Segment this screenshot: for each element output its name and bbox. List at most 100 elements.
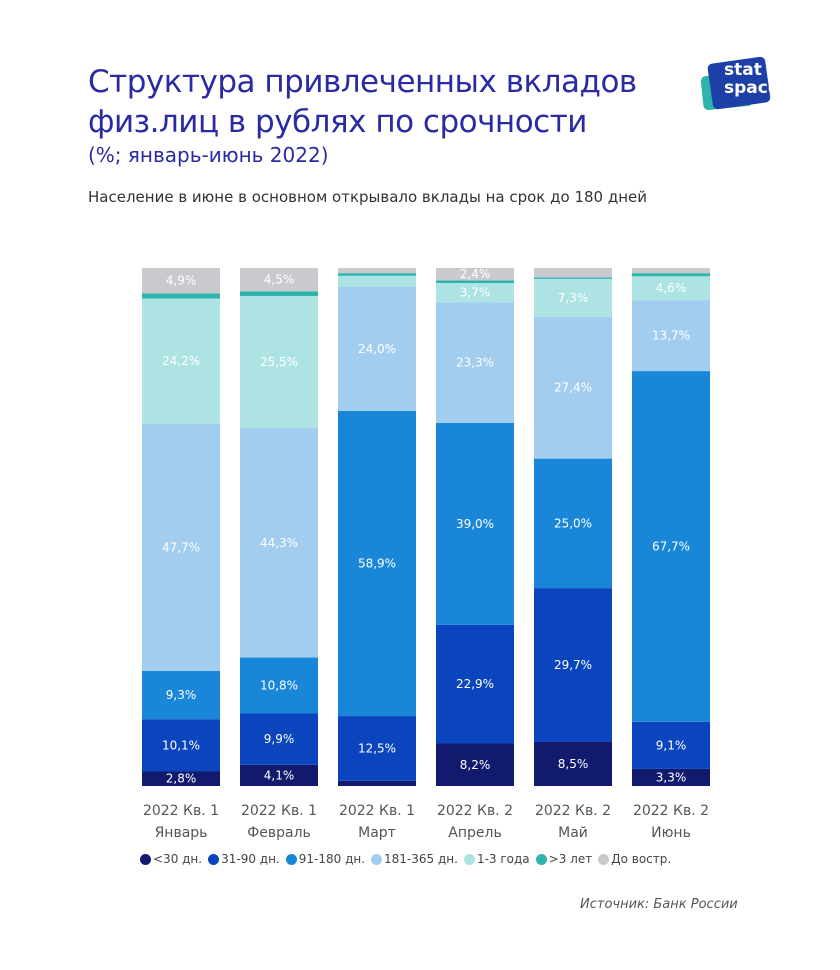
- segment-label: 22,9%: [456, 677, 494, 691]
- bar-segment: [338, 716, 416, 781]
- bar-segment: [436, 268, 514, 281]
- legend-label: 181-365 дн.: [384, 852, 458, 866]
- bar-segment: [240, 764, 318, 786]
- x-tick-label: 2022 Кв. 1: [339, 803, 415, 819]
- logo-text-line-2: space: [724, 78, 780, 98]
- segment-label: 9,3%: [166, 688, 197, 702]
- segment-label: 3,3%: [656, 770, 687, 784]
- segment-label: 4,5%: [264, 273, 295, 287]
- x-tick-label: 2022 Кв. 1: [241, 803, 317, 819]
- x-tick-label: 2022 Кв. 2: [633, 803, 709, 819]
- legend-dot-icon: [285, 853, 297, 865]
- segment-label: 47,7%: [162, 540, 200, 554]
- bar-segment: [436, 280, 514, 284]
- source-note: Источник: Банк России: [580, 897, 738, 912]
- legend-label: >3 лет: [548, 852, 593, 866]
- bar-segment: [338, 410, 416, 717]
- legend-item: 31-90 дн.: [208, 852, 280, 866]
- segment-label: 58,9%: [358, 557, 396, 571]
- legend-dot-icon: [463, 853, 475, 865]
- bar-segment: [632, 371, 710, 722]
- bar-segment: [632, 300, 710, 372]
- logo-text-line-1: stat: [724, 60, 762, 80]
- bar-segment: [534, 588, 612, 742]
- segment-label: 7,3%: [558, 291, 589, 305]
- chart-title: Структура привлеченных вкладов физ.лиц в…: [88, 62, 637, 142]
- legend-label: 91-180 дн.: [298, 852, 366, 866]
- x-tick-label: Март: [358, 825, 396, 841]
- bar-segment: [632, 276, 710, 301]
- legend-dot-icon: [598, 853, 610, 865]
- segment-label: 4,1%: [264, 768, 295, 782]
- segment-label: 39,0%: [456, 517, 494, 531]
- bar-segment: [338, 275, 416, 287]
- bar-segment: [142, 423, 220, 672]
- segment-label: 13,7%: [652, 329, 690, 343]
- bar-segment: [142, 771, 220, 786]
- legend-dot-icon: [535, 853, 547, 865]
- bar-segment: [240, 657, 318, 714]
- x-tick-label: Июнь: [651, 825, 691, 841]
- title-line-2: физ.лиц в рублях по срочности: [88, 104, 587, 140]
- segment-label: 67,7%: [652, 539, 690, 553]
- bar-segment: [632, 268, 710, 274]
- bar-segment: [632, 768, 710, 786]
- bar-segment: [240, 713, 318, 765]
- segment-label: 2,8%: [166, 772, 197, 786]
- chart-description: Население в июне в основном открывало вк…: [88, 188, 648, 206]
- bar-segment: [534, 277, 612, 279]
- bar-segment: [436, 624, 514, 744]
- legend-item: >3 лет: [535, 852, 593, 866]
- segment-label: 10,8%: [260, 679, 298, 693]
- bar-segment: [338, 268, 416, 274]
- bar-segment: [534, 741, 612, 786]
- legend-label: До востр.: [611, 852, 672, 866]
- bar-segment: [436, 302, 514, 423]
- legend-item: <30 дн.: [140, 852, 202, 866]
- statspace-logo: stat space: [700, 56, 796, 112]
- bar-segment: [142, 268, 220, 294]
- bar-segment: [142, 298, 220, 424]
- segment-label: 8,5%: [558, 757, 589, 771]
- segment-label: 8,2%: [460, 758, 491, 772]
- title-line-1: Структура привлеченных вкладов: [88, 64, 637, 100]
- stacked-bar-chart: 2,8% 10,1% 9,3% 47,7% 24,2% 4,9% 2022 Кв. 1 Янв…: [142, 267, 710, 841]
- chart-subtitle: (%; январь-июнь 2022): [88, 143, 329, 167]
- bar-segment: [240, 428, 318, 658]
- bar-segment: [142, 671, 220, 720]
- x-tick-label: Май: [558, 825, 588, 841]
- segment-label: 29,7%: [554, 658, 592, 672]
- legend-label: 31-90 дн.: [221, 852, 280, 866]
- bar-segment: [240, 291, 318, 296]
- segment-label: 23,3%: [456, 356, 494, 370]
- x-tick-label: Январь: [155, 825, 208, 841]
- bar-segment: [338, 780, 416, 786]
- legend-item: До востр.: [598, 852, 671, 866]
- legend-item: 181-365 дн.: [371, 852, 458, 866]
- bar-segment: [632, 721, 710, 769]
- segment-label: 24,0%: [358, 342, 396, 356]
- bar-segment: [338, 286, 416, 411]
- legend-item: 91-180 дн.: [285, 852, 366, 866]
- x-tick-label: 2022 Кв. 2: [437, 803, 513, 819]
- segment-label: 4,6%: [656, 281, 687, 295]
- legend-label: 1-3 года: [476, 852, 530, 866]
- segment-label: 3,7%: [460, 286, 491, 300]
- legend-label: <30 дн.: [153, 852, 203, 866]
- legend-item: 1-3 года: [463, 852, 530, 866]
- segment-label: 25,5%: [260, 355, 298, 369]
- bar-segment: [534, 268, 612, 278]
- segment-label: 4,9%: [166, 274, 197, 288]
- bar-segment: [240, 268, 318, 292]
- segment-label: 12,5%: [358, 741, 396, 755]
- bar-segment: [436, 422, 514, 625]
- bar-segment: [534, 278, 612, 317]
- bar-segment: [338, 273, 416, 276]
- bar-segment: [142, 293, 220, 299]
- segment-label: 10,1%: [162, 738, 200, 752]
- legend-dot-icon: [140, 853, 151, 865]
- bar-segment: [436, 743, 514, 786]
- legend-dot-icon: [371, 853, 383, 865]
- segment-label: 27,4%: [554, 381, 592, 395]
- bar-segment: [142, 719, 220, 772]
